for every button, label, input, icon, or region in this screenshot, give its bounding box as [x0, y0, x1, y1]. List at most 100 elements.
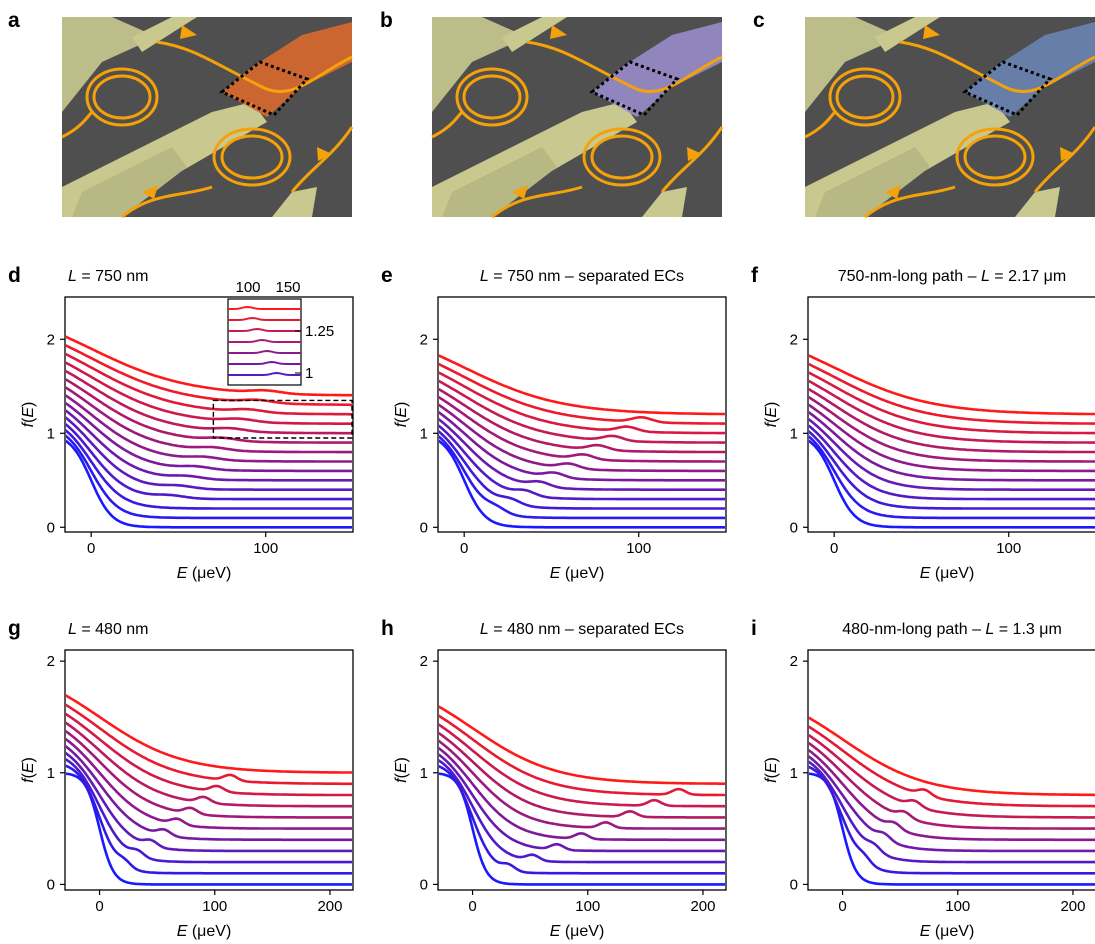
direction-arrow-icon: [687, 147, 702, 161]
chart-title: 750-nm-long path – L = 2.17 μm: [838, 268, 1066, 285]
y-tick-label: 2: [790, 653, 798, 670]
series-line: [66, 335, 352, 397]
series-line: [66, 694, 352, 774]
series-line: [439, 723, 725, 808]
x-axis-label: E (μeV): [550, 565, 605, 582]
series-line: [66, 428, 352, 510]
y-tick-label: 1: [47, 765, 55, 782]
y-tick-label: 0: [790, 519, 798, 536]
y-axis-label: f(E): [20, 757, 37, 783]
edge-channel-loop: [828, 67, 902, 127]
curves: [809, 716, 1095, 886]
x-tick-label: 0: [830, 540, 838, 557]
x-tick-label: 200: [690, 898, 715, 915]
series-line: [809, 410, 1095, 482]
edge-channel-loop: [455, 67, 529, 127]
panel-label-i: i: [751, 617, 757, 640]
series-line: [809, 741, 1095, 830]
series-line: [439, 746, 725, 842]
y-tick-label: 1: [47, 425, 55, 442]
series-line: [439, 714, 725, 797]
series-line: [809, 725, 1095, 808]
x-axis-label: E (μeV): [920, 923, 975, 940]
x-axis-label: E (μeV): [920, 565, 975, 582]
inset-line: [228, 371, 301, 376]
series-line: [809, 430, 1095, 510]
series-line: [66, 394, 352, 463]
inset-x-tick-label: 100: [235, 279, 260, 296]
y-tick-label: 0: [47, 876, 55, 893]
sample-image-c: [804, 17, 1095, 219]
panel-label-c: c: [753, 9, 765, 32]
series-line: [439, 403, 725, 473]
x-tick-label: 0: [95, 898, 103, 915]
contact-region: [222, 22, 352, 117]
series-line: [66, 703, 352, 786]
series-line: [439, 424, 725, 501]
y-tick-label: 2: [420, 331, 428, 348]
edge-channel: [431, 110, 464, 139]
x-axis-label: E (μeV): [550, 923, 605, 940]
edge-channel: [121, 126, 354, 219]
curves: [66, 694, 352, 886]
chart-panel-i: i 480-nm-long path – L = 1.3 μm 0 100 200 0 1 2…: [751, 617, 1095, 940]
series-line: [66, 386, 352, 454]
series-line: [439, 395, 725, 463]
gate: [502, 17, 567, 52]
curves: [809, 354, 1095, 529]
sample-image-a: [61, 17, 354, 219]
series-line: [439, 439, 725, 529]
direction-arrow-icon: [1060, 147, 1075, 161]
chart-panel-g: g L = 480 nm 0 100 200 0 1 2 E (μeV) f(E): [8, 617, 354, 940]
panel-label-e: e: [381, 264, 393, 287]
series-line: [66, 361, 352, 426]
y-tick-label: 1: [790, 425, 798, 442]
edge-channel-loop: [220, 134, 284, 180]
panel-label-b: b: [380, 9, 393, 32]
series-line: [439, 410, 725, 482]
plot-frame: [64, 296, 354, 533]
inset-line: [228, 316, 301, 321]
series-line: [439, 705, 725, 786]
series-line: [439, 379, 725, 444]
series-line: [809, 424, 1095, 501]
series-line: [809, 439, 1095, 529]
series-line: [66, 729, 352, 819]
y-tick-label: 0: [420, 876, 428, 893]
direction-arrow-icon: [923, 25, 940, 39]
panel-label-f: f: [751, 264, 759, 287]
panel-label-g: g: [8, 617, 21, 640]
series-line: [66, 378, 352, 444]
series-line: [66, 416, 352, 492]
y-axis-label: f(E): [393, 402, 410, 428]
plot-frame: [807, 649, 1095, 891]
inset-line: [228, 327, 301, 332]
chart-title: L = 750 nm – separated ECs: [480, 268, 684, 285]
gate: [72, 147, 187, 217]
series-line: [439, 759, 725, 864]
edge-channel: [526, 40, 723, 93]
highlight-box: [589, 60, 680, 117]
edge-channel-loop: [85, 67, 159, 127]
edge-channel-loop: [955, 127, 1035, 187]
curves: [66, 335, 352, 529]
series-line: [809, 354, 1095, 416]
y-axis-label: f(E): [763, 757, 780, 783]
contact-region: [965, 22, 1095, 117]
x-tick-label: 100: [996, 540, 1021, 557]
y-tick-label: 2: [420, 653, 428, 670]
series-line: [809, 733, 1095, 819]
panel-label-d: d: [8, 264, 21, 287]
chart-panel-h: h L = 480 nm – separated ECs 0 100 200 0 1 2 E (…: [381, 617, 727, 940]
series-line: [439, 387, 725, 454]
x-axis-label: E (μeV): [177, 923, 232, 940]
inset-y-tick-label: 1: [305, 365, 313, 382]
inset: 100 150 1.25 1: [227, 279, 334, 386]
y-tick-label: 2: [790, 331, 798, 348]
y-tick-label: 1: [420, 765, 428, 782]
series-line: [809, 403, 1095, 473]
series-line: [809, 387, 1095, 454]
y-tick-label: 0: [790, 876, 798, 893]
x-tick-label: 0: [468, 898, 476, 915]
